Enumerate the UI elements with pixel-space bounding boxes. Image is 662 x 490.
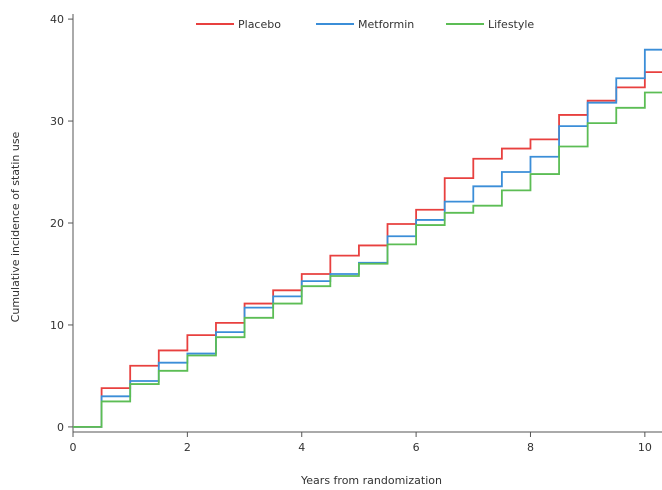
y-tick-label: 20: [50, 217, 64, 230]
series-line-lifestyle: [73, 91, 662, 428]
x-tick-label: 4: [298, 441, 305, 454]
y-tick-label: 10: [50, 319, 64, 332]
series-line-metformin: [73, 48, 662, 428]
x-tick-label: 10: [638, 441, 652, 454]
y-axis-title: Cumulative incidence of statin use: [9, 131, 22, 322]
legend-label-placebo: Placebo: [238, 18, 281, 31]
series-line-placebo: [73, 71, 662, 428]
legend-label-metformin: Metformin: [358, 18, 414, 31]
x-tick-label: 6: [413, 441, 420, 454]
x-tick-label: 0: [70, 441, 77, 454]
legend: Placebo Metformin Lifestyle: [196, 18, 534, 31]
x-tick-label: 2: [184, 441, 191, 454]
y-tick-label: 30: [50, 115, 64, 128]
x-axis-title: Years from randomization: [300, 474, 442, 487]
y-tick-label: 40: [50, 13, 64, 26]
y-tick-label: 0: [57, 421, 64, 434]
legend-label-lifestyle: Lifestyle: [488, 18, 534, 31]
axes: 0 10 20 30 40 0 2 4 6 8 10: [50, 13, 662, 454]
series-layer: [73, 48, 662, 428]
x-tick-label: 8: [527, 441, 534, 454]
